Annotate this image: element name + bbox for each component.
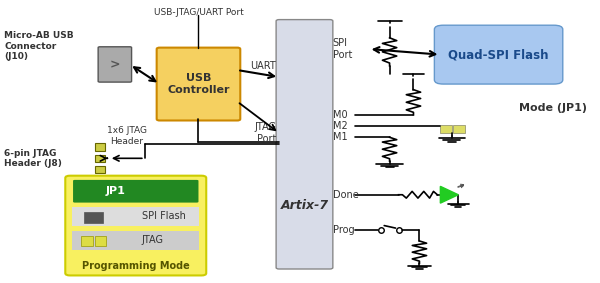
Text: JP1: JP1 xyxy=(106,186,126,196)
Text: JTAG: JTAG xyxy=(142,235,164,245)
Text: SPI
Port: SPI Port xyxy=(333,38,352,60)
FancyBboxPatch shape xyxy=(73,180,199,203)
Text: Mode (JP1): Mode (JP1) xyxy=(518,103,587,113)
FancyBboxPatch shape xyxy=(95,200,106,207)
Text: Done: Done xyxy=(333,190,359,200)
Text: USB-JTAG/UART Port: USB-JTAG/UART Port xyxy=(154,8,244,17)
Text: Micro-AB USB
Connector
(J10): Micro-AB USB Connector (J10) xyxy=(4,31,74,61)
Text: Programming Mode: Programming Mode xyxy=(82,261,190,271)
Text: Quad-SPI Flash: Quad-SPI Flash xyxy=(448,48,549,61)
FancyBboxPatch shape xyxy=(95,143,106,151)
Text: SPI Flash: SPI Flash xyxy=(142,211,185,221)
FancyBboxPatch shape xyxy=(95,236,107,246)
FancyBboxPatch shape xyxy=(84,212,103,223)
Polygon shape xyxy=(440,186,458,203)
Text: Prog: Prog xyxy=(333,225,355,235)
FancyBboxPatch shape xyxy=(434,25,563,84)
Text: USB
Controller: USB Controller xyxy=(167,73,230,95)
Text: Artix-7: Artix-7 xyxy=(280,200,329,213)
FancyBboxPatch shape xyxy=(440,125,452,133)
FancyBboxPatch shape xyxy=(95,155,106,162)
Text: M2: M2 xyxy=(333,121,347,131)
Text: JTAG
Port: JTAG Port xyxy=(254,122,276,144)
FancyBboxPatch shape xyxy=(95,177,106,184)
FancyBboxPatch shape xyxy=(98,47,131,82)
FancyBboxPatch shape xyxy=(95,188,106,196)
FancyBboxPatch shape xyxy=(453,125,466,133)
FancyBboxPatch shape xyxy=(157,48,240,121)
FancyBboxPatch shape xyxy=(73,231,199,250)
Text: 1x6 JTAG
Header: 1x6 JTAG Header xyxy=(107,126,147,145)
FancyBboxPatch shape xyxy=(82,236,94,246)
FancyBboxPatch shape xyxy=(276,20,333,269)
Text: >: > xyxy=(110,58,120,71)
Text: 6-pin JTAG
Header (J8): 6-pin JTAG Header (J8) xyxy=(4,149,62,168)
Text: UART: UART xyxy=(250,61,276,71)
Text: M1: M1 xyxy=(333,132,347,142)
FancyBboxPatch shape xyxy=(95,166,106,173)
FancyBboxPatch shape xyxy=(73,207,199,226)
Text: M0: M0 xyxy=(333,110,347,120)
FancyBboxPatch shape xyxy=(65,176,206,275)
